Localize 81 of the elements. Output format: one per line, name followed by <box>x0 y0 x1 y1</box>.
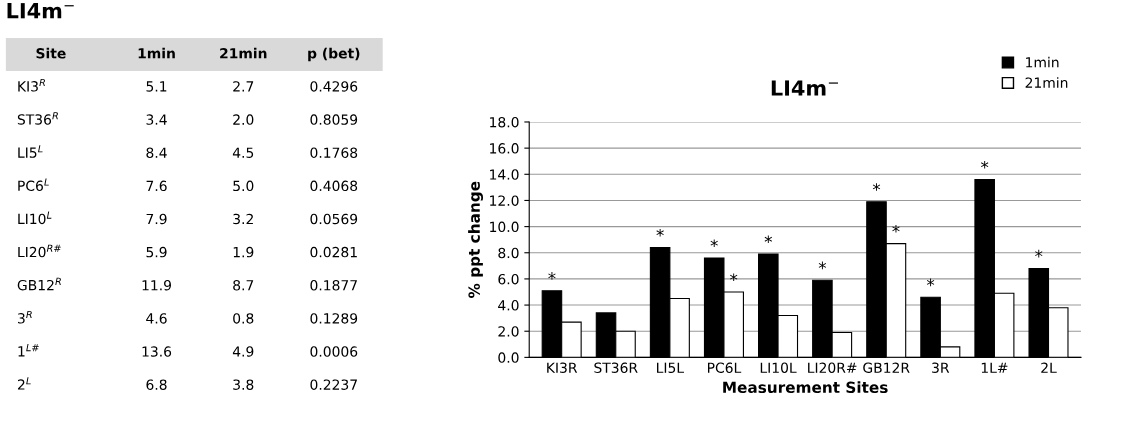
annotation: * <box>981 160 989 169</box>
text: 0.0281 <box>310 246 357 258</box>
text: 6.8 <box>146 379 167 390</box>
text: 7.9 <box>146 213 167 225</box>
text: GB12$^{R}$ <box>17 277 61 291</box>
x-tick-label: 3R <box>932 362 950 373</box>
y-tick-label: 10.0 <box>490 221 519 233</box>
text: ST36$^{R}$ <box>17 112 58 125</box>
text: 1.9 <box>233 246 254 258</box>
text: LI20$^{R#}$ <box>18 244 61 258</box>
text: LI5$^{L}$ <box>18 145 43 158</box>
annotation: * <box>730 273 738 281</box>
y-tick-label: 4.0 <box>498 300 519 311</box>
text: 5.1 <box>146 81 167 92</box>
text: 0.1877 <box>310 280 357 291</box>
text: 4.5 <box>232 147 254 158</box>
text: 3.4 <box>146 114 167 125</box>
text: LI10$^{L}$ <box>18 211 52 225</box>
x-tick-label: LI5L <box>657 362 684 373</box>
text: 0.1289 <box>310 313 358 324</box>
x-tick-label: PC6L <box>707 362 742 373</box>
text: 3.8 <box>233 379 254 390</box>
text: 0.8059 <box>310 114 358 125</box>
x-tick-label: LI20R# <box>808 362 857 373</box>
text: 5.9 <box>146 246 167 258</box>
legend-label: 21min <box>1025 77 1068 88</box>
text: 0.1768 <box>310 147 358 158</box>
x-tick-label: GB12R <box>863 362 910 373</box>
text: 0.4068 <box>310 180 358 192</box>
text: KI3$^{R}$ <box>18 79 45 92</box>
text: 11.9 <box>142 280 171 291</box>
y-tick-label: 12.0 <box>490 195 519 206</box>
annotation: * <box>548 272 556 280</box>
y-tick-label: 18.0 <box>490 116 519 128</box>
text: 1min <box>138 47 175 59</box>
text: 5.0 <box>233 180 254 192</box>
text: 21min <box>220 47 267 59</box>
annotation: * <box>872 183 881 191</box>
text: LI4m$^{−}$ <box>7 3 74 19</box>
chart-title: LI4m$^{−}$ <box>771 80 838 96</box>
y-tick-label: 8.0 <box>498 247 519 259</box>
text: 1$^{L#}$ <box>18 344 39 357</box>
annotation: * <box>818 261 827 270</box>
annotation: * <box>926 278 935 287</box>
text: 13.6 <box>142 346 172 357</box>
text: p (bet) <box>308 47 360 62</box>
annotation: * <box>710 239 718 247</box>
text: 0.0569 <box>310 213 358 225</box>
x-tick-label: 2L <box>1041 362 1057 373</box>
y-tick-label: 6.0 <box>498 273 519 285</box>
text: 7.6 <box>146 180 167 192</box>
x-axis-title: Measurement Sites <box>723 381 888 394</box>
y-axis-title: % ppt change <box>468 181 484 298</box>
x-tick-label: 1L# <box>981 362 1008 373</box>
x-tick-label: KI3R <box>547 362 578 373</box>
text: 8.4 <box>146 147 167 158</box>
text: 2$^{L}$ <box>17 377 31 390</box>
annotation: * <box>892 224 900 233</box>
x-tick-label: ST36R <box>594 362 638 373</box>
y-tick-label: 16.0 <box>490 143 519 154</box>
text: 2.7 <box>233 81 254 92</box>
text: 0.2237 <box>310 379 357 390</box>
text: 3.2 <box>233 213 253 225</box>
text: 0.8 <box>233 313 254 324</box>
annotation: * <box>1035 249 1043 258</box>
annotation: * <box>656 228 664 237</box>
text: 8.7 <box>233 280 254 291</box>
legend-label: 1min <box>1026 56 1059 68</box>
text: 4.6 <box>146 313 167 324</box>
y-tick-label: 0.0 <box>498 352 519 363</box>
y-tick-label: 2.0 <box>498 326 519 337</box>
text: Site <box>36 47 66 59</box>
annotation: * <box>764 235 772 244</box>
text: 4.9 <box>232 346 254 357</box>
y-tick-label: 14.0 <box>490 169 519 180</box>
text: 2.0 <box>233 114 254 125</box>
text: 0.0006 <box>310 346 358 357</box>
text: PC6$^{L}$ <box>18 178 49 192</box>
text: 0.4296 <box>310 81 358 92</box>
text: 3$^{R}$ <box>18 310 32 324</box>
x-tick-label: LI10L <box>760 362 797 373</box>
